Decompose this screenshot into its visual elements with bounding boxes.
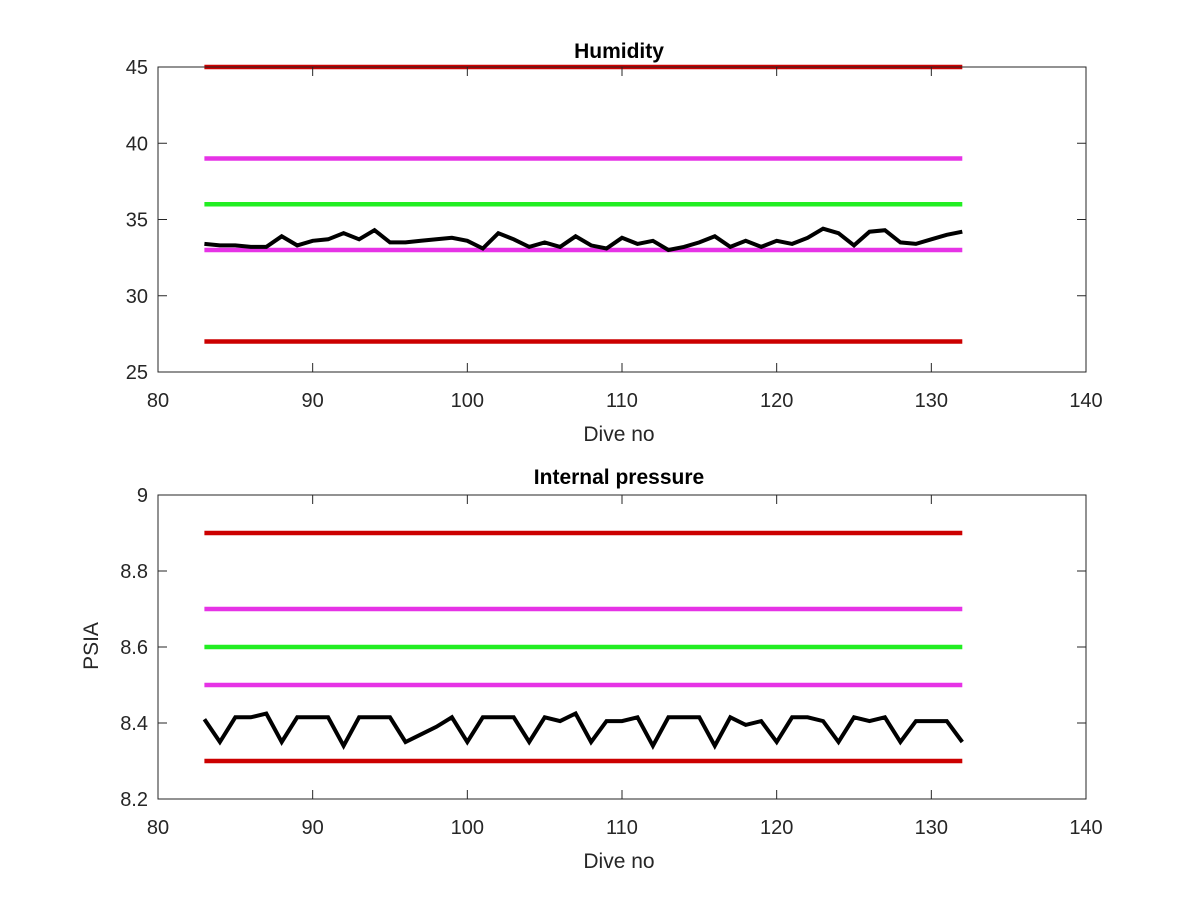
x-tick-label: 130 — [915, 390, 948, 412]
x-tick-label: 100 — [451, 817, 484, 839]
x-tick-label: 140 — [1069, 390, 1102, 412]
x-axis-label: Dive no — [583, 850, 654, 873]
y-tick-label: 8.8 — [120, 561, 148, 583]
x-tick-label: 110 — [606, 817, 638, 839]
y-tick-label: 25 — [126, 362, 148, 384]
y-tick-label: 8.6 — [120, 637, 148, 659]
x-tick-label: 100 — [451, 390, 484, 412]
plot-area — [158, 67, 1086, 372]
subplot-internal-pressure: Internal pressure Dive no PSIA 80 90 100 11… — [80, 466, 1103, 873]
y-tick-label: 8.4 — [120, 713, 148, 735]
data-series-line — [204, 226, 963, 253]
y-tick-label: 35 — [126, 210, 148, 232]
x-tick-label: 110 — [606, 390, 638, 412]
y-tick-label: 45 — [126, 57, 148, 79]
x-tick-label: 80 — [147, 817, 169, 839]
y-tick-label: 9 — [137, 485, 148, 507]
y-tick-label: 30 — [126, 286, 148, 308]
x-tick-label: 120 — [760, 390, 793, 412]
x-tick-label: 90 — [302, 817, 324, 839]
chart-title: Internal pressure — [534, 466, 704, 489]
x-tick-label: 140 — [1069, 817, 1102, 839]
x-tick-label: 90 — [302, 390, 324, 412]
y-axis-label: PSIA — [80, 622, 103, 670]
data-series-line — [202, 710, 964, 750]
x-axis-label: Dive no — [583, 423, 654, 446]
x-tick-label: 80 — [147, 390, 169, 412]
chart-title: Humidity — [574, 40, 664, 63]
x-tick-label: 120 — [760, 817, 793, 839]
y-tick-label: 40 — [126, 133, 148, 155]
y-tick-label: 8.2 — [120, 789, 148, 811]
x-tick-label: 130 — [915, 817, 948, 839]
subplot-humidity: Humidity Dive no 80 90 100 110 120 130 140 25 30… — [126, 40, 1103, 446]
